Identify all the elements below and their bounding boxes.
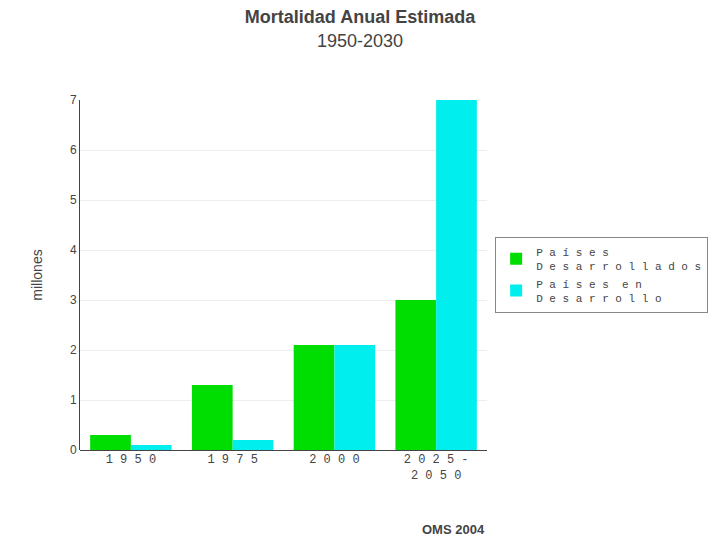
svg-text:3: 3	[70, 293, 77, 307]
svg-text:1: 1	[70, 393, 77, 407]
svg-text:1 9 7 5: 1 9 7 5	[207, 453, 257, 467]
svg-text:Mortalidad Anual Estimada1950-: Mortalidad Anual Estimada1950-2030	[245, 7, 476, 50]
svg-text:2 0 0 0: 2 0 0 0	[309, 453, 359, 467]
svg-text:7: 7	[70, 93, 77, 107]
svg-text:4: 4	[70, 243, 77, 257]
svg-text:1 9 5 0: 1 9 5 0	[106, 453, 156, 467]
svg-text:P a í s e sD e s a r r o l l a: P a í s e sD e s a r r o l l a d o s	[536, 247, 701, 273]
svg-text:0: 0	[70, 443, 77, 457]
svg-text:6: 6	[70, 143, 77, 157]
svg-text:2 0 2 5 -2 0 5 0: 2 0 2 5 -2 0 5 0	[404, 453, 469, 483]
svg-text:5: 5	[70, 193, 77, 207]
svg-text:OMS 2004: OMS 2004	[422, 522, 485, 537]
svg-text:millones: millones	[29, 249, 45, 300]
svg-text:P a í s e s e nD e s a r r o: P a í s e s e nD e s a r r o l l o	[536, 279, 661, 305]
svg-text:2: 2	[70, 343, 77, 357]
